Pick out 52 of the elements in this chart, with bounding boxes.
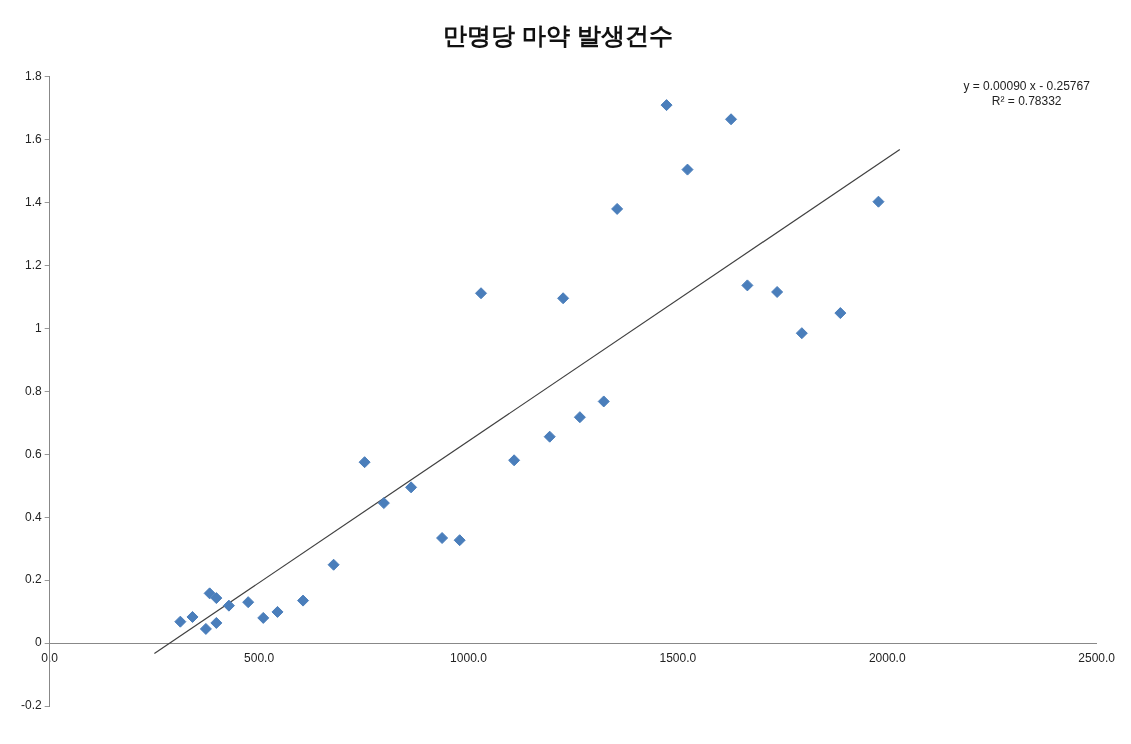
y-tick-label: 0.6 <box>24 446 42 461</box>
point <box>210 592 223 605</box>
point <box>297 594 310 607</box>
x-tick-label: 1500.0 <box>659 650 697 665</box>
y-tick-label: 0 <box>34 635 42 650</box>
y-tick-label: 0.2 <box>24 572 42 587</box>
point <box>405 481 418 494</box>
y-tick-label: 1.6 <box>24 132 42 147</box>
point <box>741 279 754 292</box>
point <box>771 285 784 298</box>
point <box>327 558 340 571</box>
point <box>210 616 223 629</box>
point <box>681 163 694 176</box>
x-tick-label: 2500.0 <box>1078 650 1116 665</box>
point <box>242 596 255 609</box>
point <box>557 292 570 305</box>
chart-title: 만명당 마약 발생건수 <box>443 22 673 50</box>
point <box>453 534 466 547</box>
point <box>834 307 847 320</box>
x-tick-label: 2000.0 <box>868 650 906 665</box>
point <box>377 497 390 510</box>
x-tick-label: 1000.0 <box>450 650 488 665</box>
annotation: y = 0.00090 x - 0.25767 <box>963 79 1091 94</box>
annotation: R² = 0.78332 <box>991 94 1062 109</box>
y-tick-label: 1.2 <box>24 257 42 272</box>
point <box>660 99 673 112</box>
point <box>358 456 371 469</box>
y-tick-label: 0.4 <box>24 509 42 524</box>
point <box>597 395 610 408</box>
y-tick-label: 1 <box>34 320 42 335</box>
point <box>725 113 738 126</box>
point <box>611 202 624 215</box>
point <box>271 605 284 618</box>
point <box>203 587 216 600</box>
point <box>543 430 556 443</box>
point <box>573 411 586 424</box>
point <box>872 195 885 208</box>
point <box>795 327 808 340</box>
y-tick-label: 1.8 <box>24 69 42 84</box>
y-tick-label: 0.8 <box>24 383 42 398</box>
point <box>222 599 235 612</box>
x-tick-label: 500.0 <box>244 650 275 665</box>
x-tick-label: 0.0 <box>41 650 59 665</box>
point <box>257 611 270 624</box>
point <box>436 532 449 544</box>
point <box>199 622 212 635</box>
point <box>186 610 199 623</box>
point <box>174 615 187 628</box>
point <box>475 287 488 300</box>
point <box>508 454 521 467</box>
y-tick-label: 1.4 <box>24 194 42 209</box>
y-tick-label: -0.2 <box>20 698 42 713</box>
